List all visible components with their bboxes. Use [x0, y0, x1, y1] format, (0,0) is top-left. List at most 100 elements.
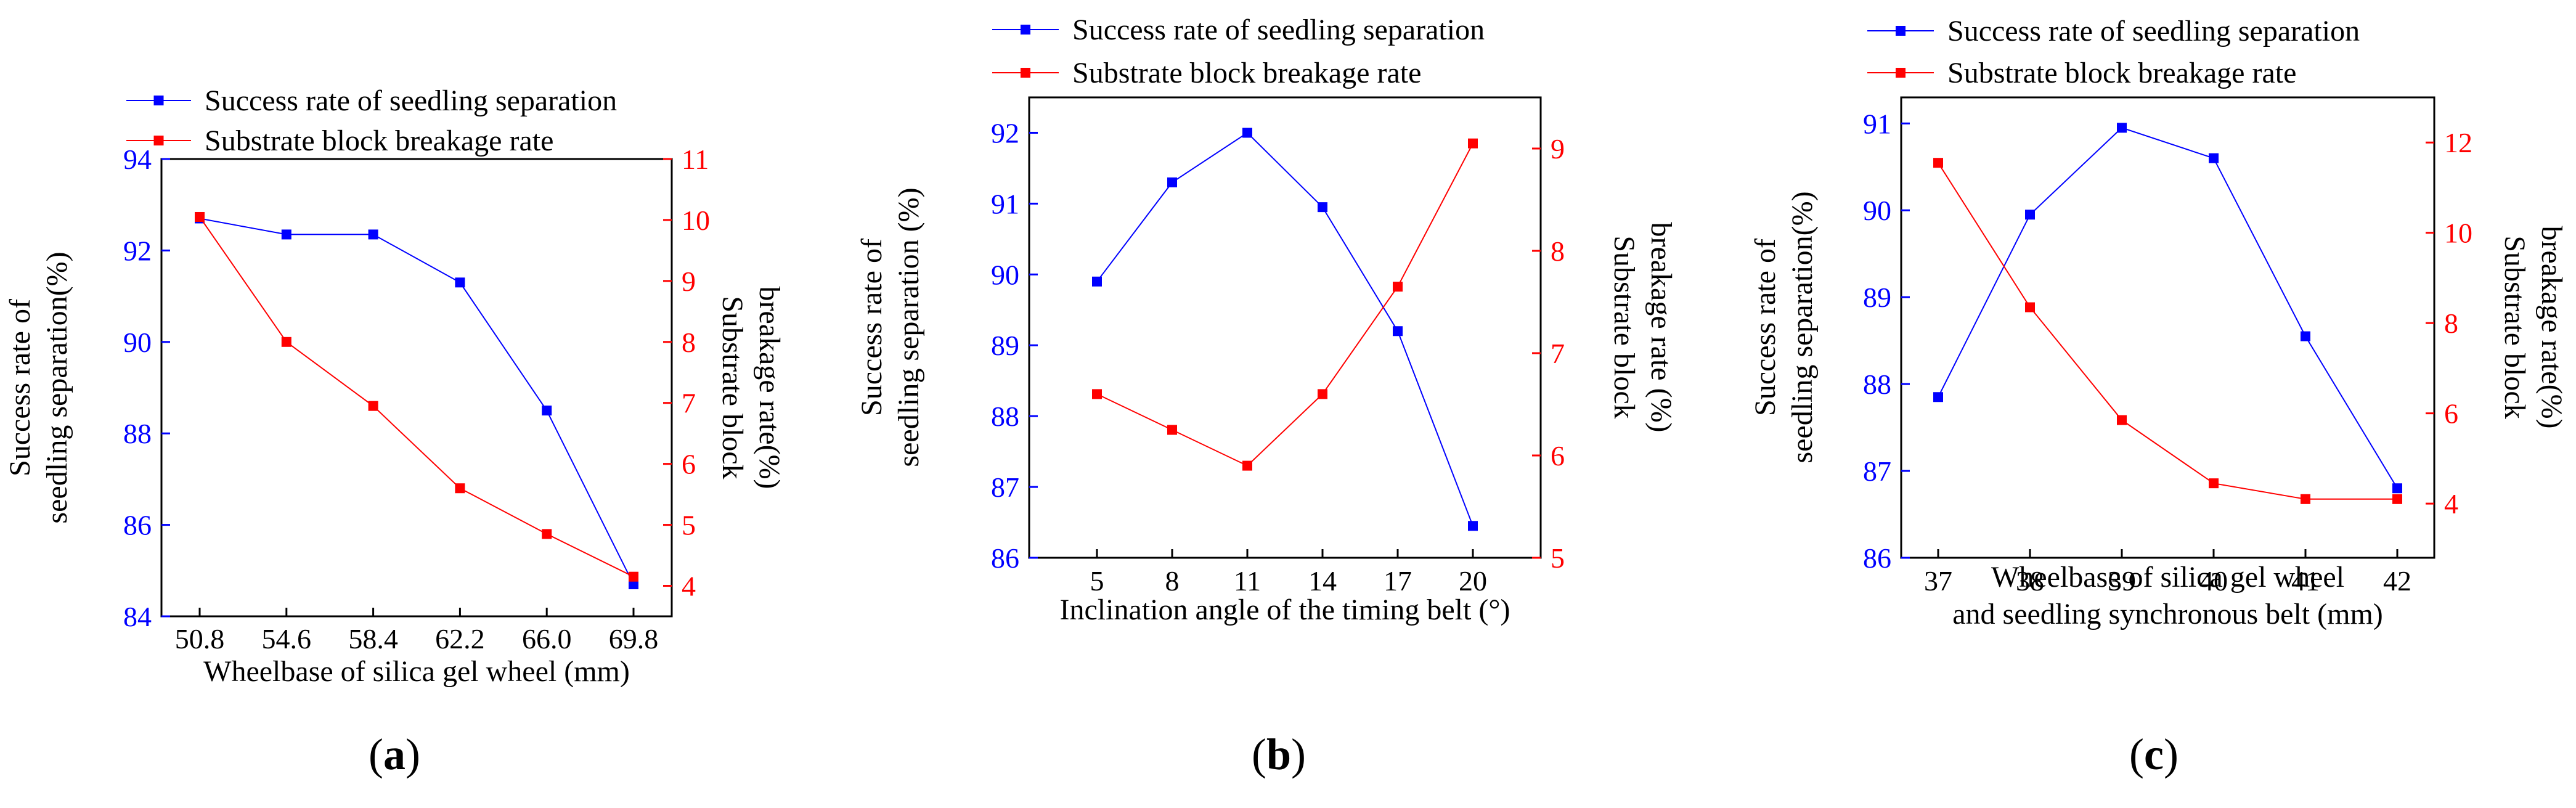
breakage-rate-line	[1938, 162, 2397, 500]
x-tick-label: 50.8	[175, 623, 225, 655]
x-tick-label: 40	[2199, 565, 2228, 597]
right-y-tick-label: 5	[682, 510, 696, 541]
breakage-rate-point	[542, 529, 552, 539]
right-y-tick-label: 6	[2444, 398, 2458, 430]
right-y-tick-label: 6	[682, 449, 696, 480]
success-rate-point	[455, 277, 465, 288]
plot-frame	[160, 158, 673, 618]
x-tick-label: 5	[1090, 565, 1104, 597]
x-axis-title: Wheelbase of silica gel wheel	[1991, 561, 2344, 594]
left-y-tick-label: 86	[123, 510, 152, 541]
legend-swatch-marker	[153, 136, 164, 145]
breakage-rate-point	[2025, 302, 2035, 312]
breakage-rate-point	[1092, 389, 1102, 399]
x-tick-label: 39	[2108, 565, 2136, 597]
legend: Success rate of seedling separation Subst…	[126, 84, 617, 157]
x-tick-label: 69.8	[609, 623, 659, 655]
breakage-rate-point	[1167, 425, 1177, 435]
success-rate-point	[1393, 326, 1403, 337]
right-y-tick-label: 8	[682, 327, 696, 358]
breakage-rate-point	[368, 401, 378, 411]
success-rate-line	[1096, 132, 1473, 526]
legend-label: Success rate of seedling separation	[1947, 15, 2360, 47]
success-rate-point	[542, 406, 552, 416]
success-rate-point	[2025, 210, 2035, 220]
success-rate-point	[1092, 276, 1102, 287]
right-y-axis-title: breakage rate(%)	[753, 286, 786, 489]
legend-label: Success rate of seedling separation	[1072, 14, 1485, 46]
success-rate-point	[2301, 331, 2310, 341]
right-y-tick-label: 8	[1551, 235, 1565, 267]
success-rate-point	[1468, 521, 1478, 531]
right-y-tick-label: 9	[682, 266, 696, 297]
left-y-tick-label: 91	[1863, 108, 1891, 139]
panel-caption: (c)	[2129, 730, 2179, 779]
x-tick-label: 41	[2291, 565, 2320, 597]
plot-frame	[1900, 96, 2435, 559]
breakage-rate-line	[199, 216, 634, 577]
right-y-tick-label: 6	[1551, 440, 1565, 471]
legend-swatch-marker	[153, 96, 164, 105]
left-y-tick-label: 94	[123, 144, 152, 175]
breakage-rate-point	[2117, 415, 2127, 425]
breakage-rate-point	[2392, 494, 2402, 504]
right-y-tick-label: 10	[682, 205, 710, 236]
right-y-tick-label: 8	[2444, 308, 2458, 339]
panel-caption: (a)	[369, 730, 420, 779]
x-tick-label: 58.4	[348, 623, 398, 655]
right-y-tick-label: 4	[682, 571, 696, 602]
left-y-tick-label: 88	[991, 401, 1019, 432]
left-y-tick-label: 92	[991, 117, 1019, 149]
success-rate-line	[1938, 127, 2398, 489]
success-rate-point	[1933, 392, 1943, 402]
success-rate-point	[1167, 177, 1177, 187]
right-y-tick-label: 11	[682, 144, 709, 175]
left-y-tick-label: 90	[1863, 195, 1891, 226]
left-y-axis-title: seedling separation(%)	[1786, 191, 1819, 463]
success-rate-point	[368, 229, 378, 240]
right-y-tick-label: 10	[2444, 218, 2472, 249]
breakage-rate-point	[1468, 138, 1478, 149]
success-rate-point	[281, 229, 291, 240]
left-y-tick-label: 90	[991, 259, 1019, 290]
x-tick-label: 37	[1924, 565, 1952, 597]
right-y-tick-label: 7	[682, 388, 696, 419]
x-axis-title: Inclination angle of the timing belt (°)	[1060, 594, 1510, 626]
left-y-axis-title: Success rate of	[855, 239, 888, 416]
breakage-rate-point	[2209, 478, 2219, 489]
legend-label: Substrate block breakage rate	[205, 124, 553, 157]
left-y-tick-label: 88	[1863, 369, 1891, 400]
success-rate-point	[2117, 123, 2127, 133]
breakage-rate-point	[281, 337, 291, 347]
right-y-tick-label: 9	[1551, 133, 1565, 165]
legend-swatch-marker	[1896, 26, 1906, 36]
x-tick-label: 54.6	[262, 623, 312, 655]
left-y-tick-label: 92	[123, 235, 152, 266]
success-rate-point	[1318, 202, 1327, 213]
left-y-tick-label: 84	[123, 601, 152, 632]
success-rate-line	[199, 218, 634, 585]
x-tick-label: 20	[1459, 565, 1487, 597]
breakage-rate-line	[1096, 143, 1473, 467]
breakage-rate-point	[455, 483, 465, 494]
right-y-axis-title: breakage rate(%)	[2535, 226, 2568, 428]
legend-swatch-marker	[1896, 68, 1906, 78]
chart-c: 37 38 39 40 41 42 86 87 88 89 90 91 4 6 8 10 12 Success r…	[1749, 15, 2568, 779]
success-rate-point	[2209, 153, 2219, 163]
success-rate-point	[1242, 128, 1252, 138]
legend-label: Substrate block breakage rate	[1072, 57, 1421, 89]
left-y-tick-label: 89	[1863, 282, 1891, 313]
left-y-tick-label: 87	[991, 471, 1019, 503]
breakage-rate-point	[1242, 460, 1252, 471]
chart-a: 50.8 54.6 58.4 62.2 66.0 69.8 84 86 88 90 92 94 4 5 6 7…	[4, 84, 786, 779]
success-rate-point	[629, 579, 638, 590]
plot-frame	[1028, 96, 1542, 559]
left-y-tick-label: 86	[991, 542, 1019, 574]
legend-label: Success rate of seedling separation	[205, 84, 617, 117]
x-tick-label: 62.2	[435, 623, 485, 655]
right-y-axis-title: Substrate block	[1608, 235, 1641, 418]
left-y-tick-label: 89	[991, 330, 1019, 361]
x-tick-label: 11	[1234, 565, 1261, 597]
